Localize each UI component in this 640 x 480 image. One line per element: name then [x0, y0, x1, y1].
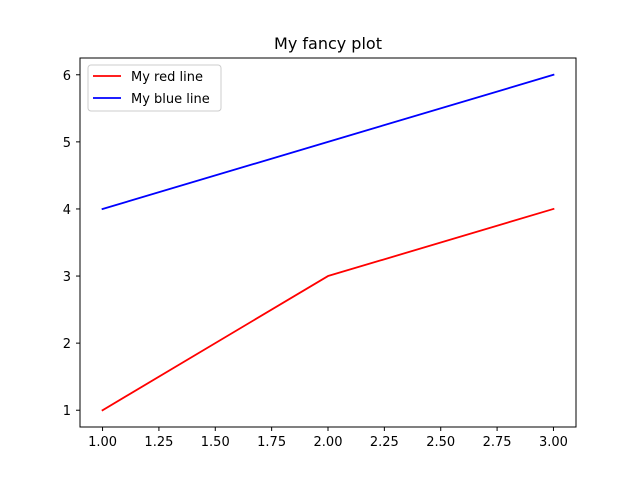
- plot-area: [79, 57, 577, 428]
- x-tick-label: 2.50: [426, 435, 455, 450]
- series-line-1: [101, 73, 555, 211]
- series-layer: [101, 73, 555, 412]
- x-tick-label: 3.00: [539, 435, 568, 450]
- y-axis: 1 2 3 4 5 6: [63, 69, 80, 419]
- y-tick-label: 1: [63, 404, 71, 419]
- x-tick-label: 1.00: [88, 435, 117, 450]
- series-line-0: [101, 207, 555, 412]
- x-axis: 1.00 1.25 1.50 1.75 2.00 2.25 2.50 2.75 3.00: [88, 427, 568, 450]
- legend: My red line My blue line: [87, 64, 222, 112]
- x-tick-label: 2.25: [370, 435, 399, 450]
- legend-label-1: My blue line: [131, 92, 210, 107]
- x-tick-label: 1.25: [144, 435, 173, 450]
- y-tick-label: 4: [63, 203, 71, 218]
- y-tick-label: 5: [63, 136, 71, 151]
- y-tick-label: 3: [63, 270, 71, 285]
- x-tick-label: 2.75: [483, 435, 512, 450]
- x-tick-label: 2.00: [314, 435, 343, 450]
- chart-title: My fancy plot: [274, 34, 382, 53]
- x-tick-label: 1.50: [201, 435, 230, 450]
- legend-label-0: My red line: [131, 70, 203, 85]
- axes-frame: [79, 57, 577, 428]
- y-tick-label: 6: [63, 69, 71, 84]
- x-tick-label: 1.75: [257, 435, 286, 450]
- y-tick-label: 2: [63, 337, 71, 352]
- legend-box: [87, 64, 222, 112]
